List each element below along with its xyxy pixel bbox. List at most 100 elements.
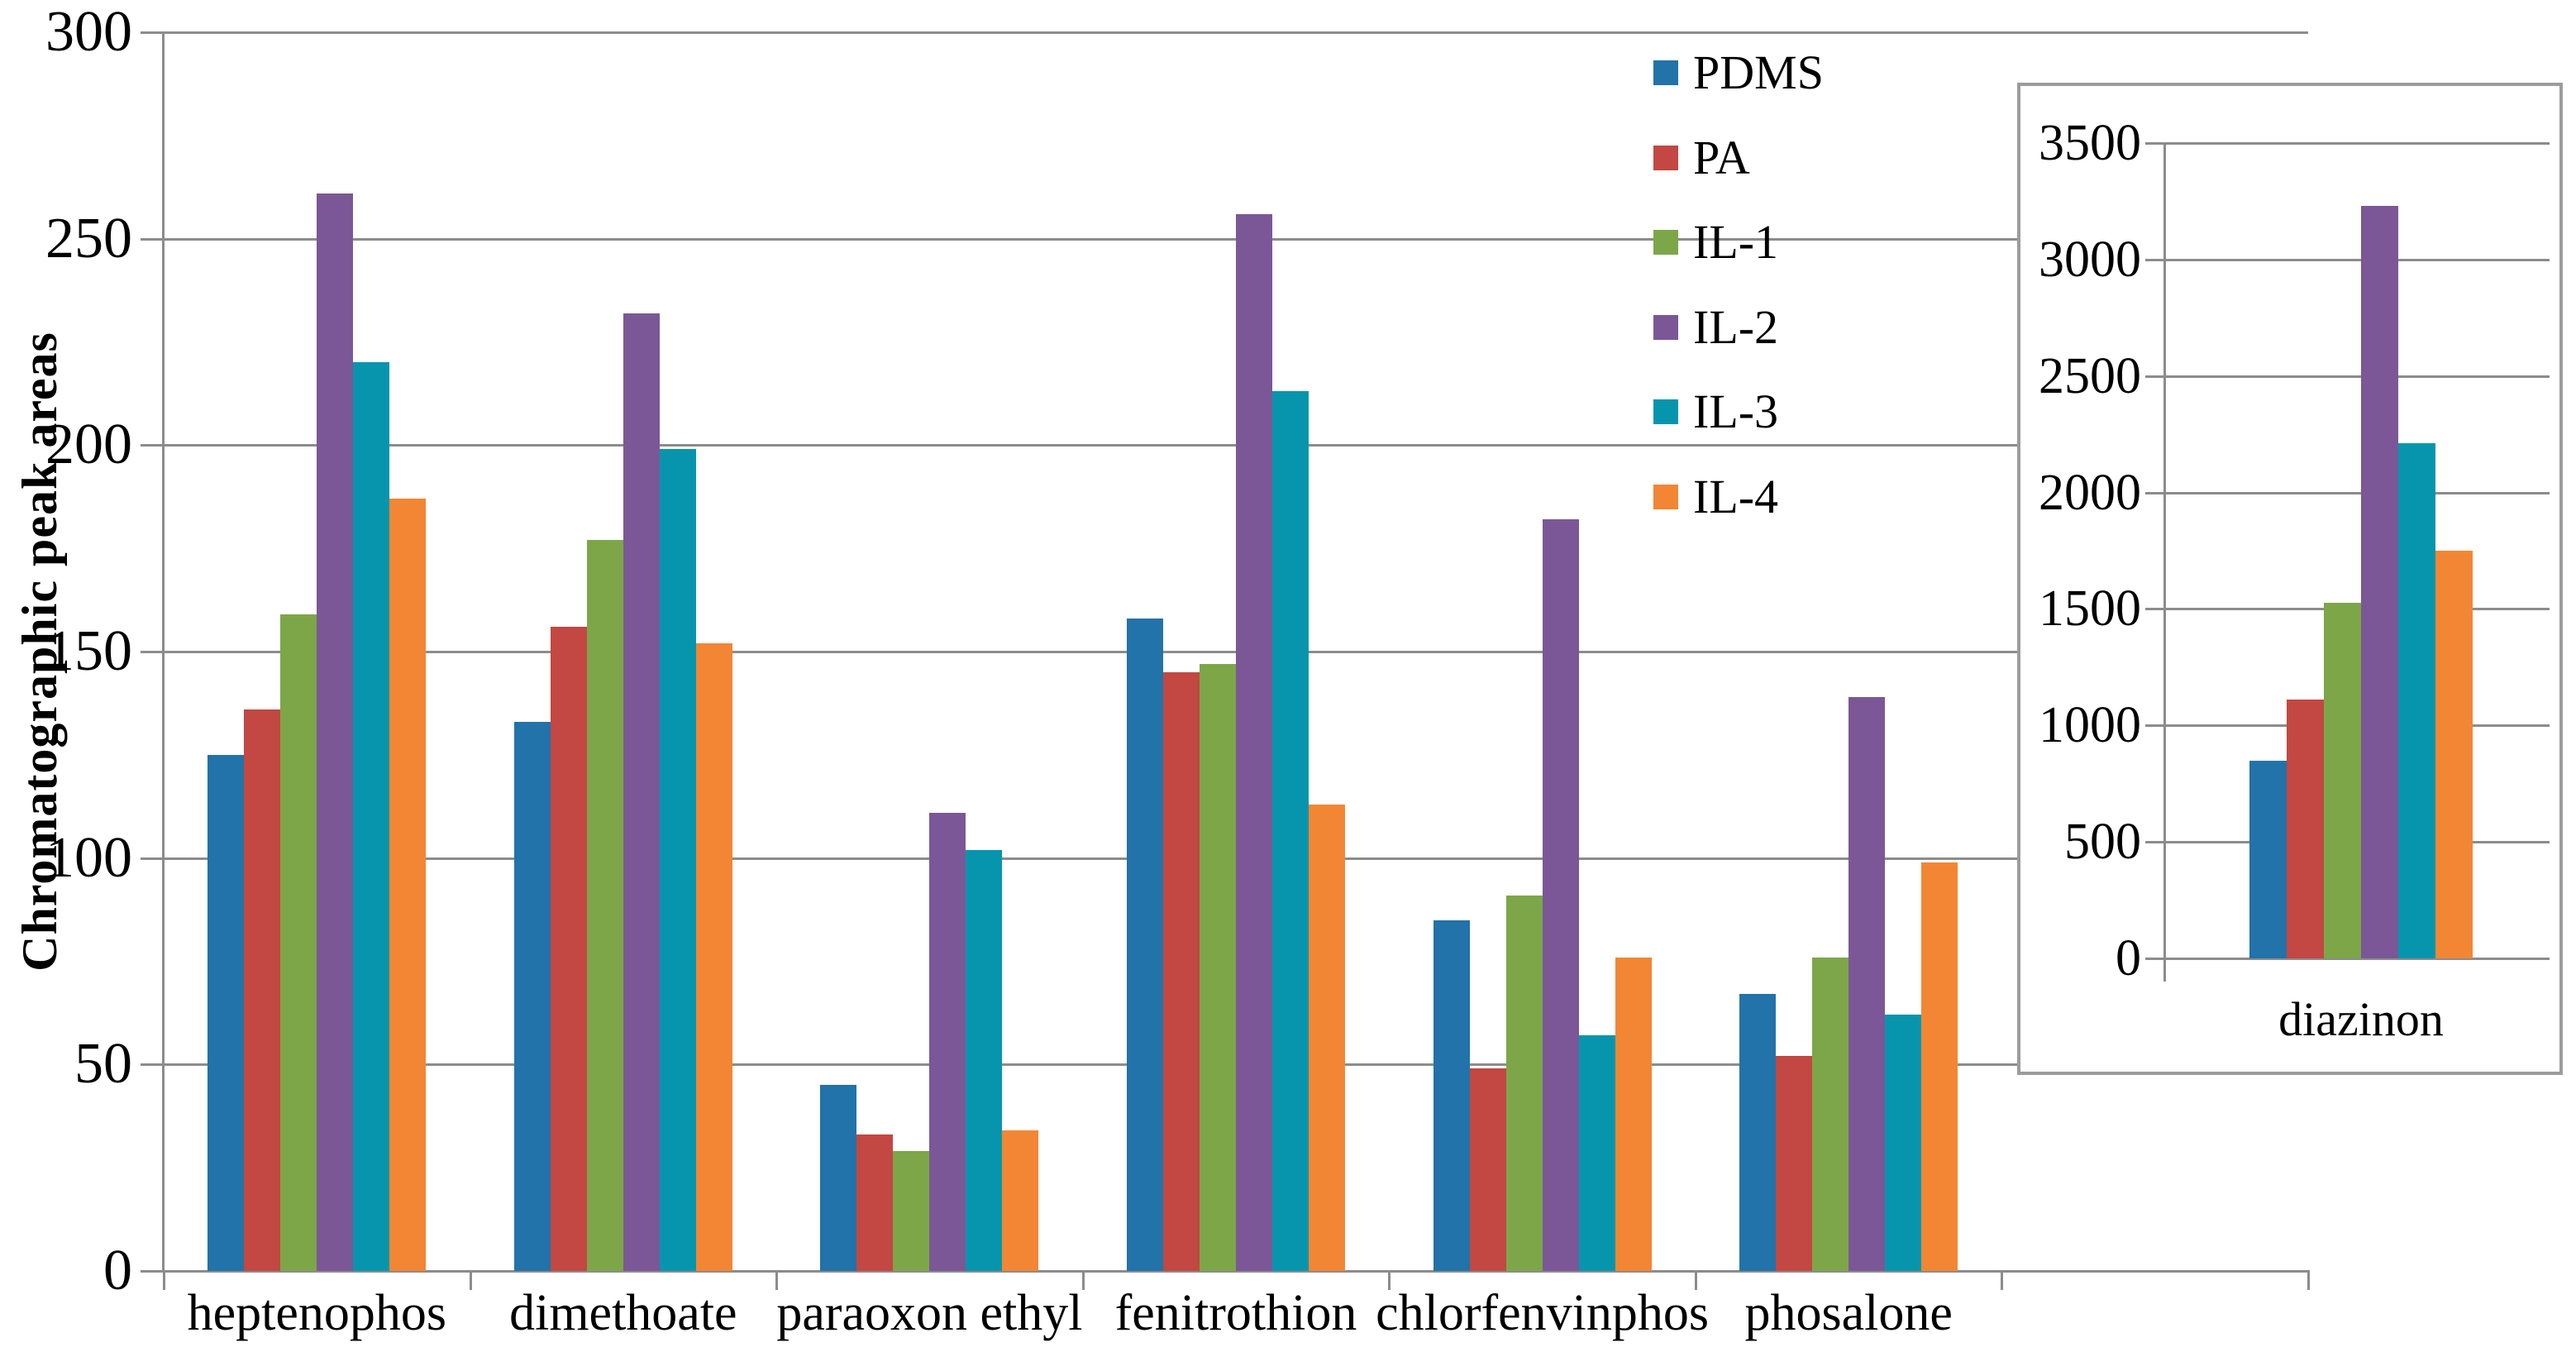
y-axis-tick — [141, 1063, 164, 1067]
bar-il-3-phosalone — [1885, 1015, 1922, 1271]
y-axis-tick — [141, 857, 164, 860]
bar-il-2-dimethoate — [623, 313, 660, 1271]
bar-pdms-paraoxon-ethyl — [820, 1085, 857, 1271]
bar-il-2-chlorfenvinphos — [1542, 519, 1579, 1271]
legend-label-il-1: IL-1 — [1693, 215, 1779, 269]
bar-il-1-phosalone — [1812, 957, 1849, 1271]
bar-pdms-chlorfenvinphos — [1433, 919, 1470, 1271]
inset-y-axis-tick — [2145, 142, 2165, 145]
bar-pa-chlorfenvinphos — [1469, 1068, 1506, 1271]
gridline — [164, 31, 2308, 34]
x-axis-tick — [1081, 1270, 1085, 1290]
bar-il-4-paraoxon-ethyl — [1002, 1130, 1039, 1271]
inset-gridline — [2165, 491, 2550, 494]
y-axis-tick — [141, 444, 164, 447]
inset-category-label: diazinon — [2278, 992, 2444, 1046]
bar-il-1-heptenophos — [280, 614, 317, 1271]
bar-il-3-chlorfenvinphos — [1578, 1035, 1615, 1271]
inset-y-tick-label: 2000 — [2039, 464, 2141, 521]
y-axis-tick — [141, 651, 164, 653]
y-axis-tick — [141, 31, 164, 34]
legend-swatch-il-1 — [1653, 230, 1678, 255]
x-axis-tick — [469, 1270, 472, 1290]
y-tick-label: 100 — [45, 825, 132, 890]
y-tick-label: 50 — [74, 1032, 132, 1096]
x-axis-tick — [2001, 1270, 2004, 1290]
legend-swatch-il-3 — [1653, 399, 1678, 424]
inset-bar-pa — [2287, 700, 2324, 958]
bar-il-4-heptenophos — [389, 499, 427, 1271]
bar-il-4-dimethoate — [695, 643, 732, 1271]
inset-gridline — [2165, 258, 2550, 261]
legend-swatch-il-2 — [1653, 314, 1678, 340]
inset-y-tick-label: 3000 — [2039, 231, 2141, 288]
legend-label-il-3: IL-3 — [1693, 385, 1779, 438]
bar-pdms-fenitrothion — [1127, 619, 1163, 1271]
bar-pa-phosalone — [1776, 1056, 1813, 1271]
inset-gridline — [2165, 958, 2550, 960]
inset-y-tick-label: 500 — [2064, 814, 2141, 871]
legend-swatch-pa — [1653, 145, 1678, 170]
bar-il-4-fenitrothion — [1309, 804, 1345, 1271]
x-axis-tick — [1388, 1270, 1391, 1290]
inset-y-axis-line — [2163, 143, 2166, 982]
bar-il-4-chlorfenvinphos — [1615, 957, 1652, 1271]
bar-il-2-fenitrothion — [1236, 213, 1272, 1271]
bar-il-1-fenitrothion — [1200, 663, 1236, 1271]
bar-pa-fenitrothion — [1163, 671, 1200, 1271]
x-category-label: heptenophos — [187, 1285, 446, 1341]
x-axis-line — [162, 1270, 2310, 1273]
bar-il-3-paraoxon-ethyl — [966, 849, 1003, 1271]
inset-y-axis-tick — [2145, 958, 2165, 960]
y-axis-line — [162, 32, 165, 1273]
x-axis-tick — [1694, 1270, 1697, 1290]
x-category-label: dimethoate — [509, 1285, 737, 1341]
bar-il-3-heptenophos — [353, 362, 390, 1271]
bar-il-3-dimethoate — [659, 449, 696, 1271]
x-axis-tick — [2307, 1270, 2310, 1290]
inset-y-tick-label: 3500 — [2039, 115, 2141, 171]
bar-il-1-paraoxon-ethyl — [893, 1151, 930, 1271]
y-tick-label: 150 — [45, 619, 132, 683]
x-category-label: phosalone — [1744, 1285, 1953, 1341]
y-tick-label: 250 — [45, 206, 132, 270]
bar-il-1-chlorfenvinphos — [1505, 895, 1543, 1271]
bar-il-4-phosalone — [1921, 862, 1958, 1271]
bar-il-2-paraoxon-ethyl — [929, 812, 966, 1271]
inset-gridline — [2165, 375, 2550, 378]
inset-y-axis-tick — [2145, 258, 2165, 261]
y-tick-label: 300 — [45, 0, 132, 64]
bar-il-2-heptenophos — [317, 193, 354, 1271]
x-axis-tick — [163, 1270, 165, 1290]
inset-y-axis-tick — [2145, 375, 2165, 378]
legend-label-pa: PA — [1693, 130, 1750, 184]
inset-bar-il-4 — [2435, 551, 2473, 958]
inset-bar-il-2 — [2361, 206, 2398, 958]
bar-il-3-fenitrothion — [1272, 391, 1309, 1271]
bar-pa-heptenophos — [244, 709, 281, 1271]
inset-y-tick-label: 0 — [2116, 930, 2141, 986]
legend-swatch-pdms — [1653, 60, 1678, 85]
bar-pa-dimethoate — [550, 627, 587, 1271]
inset-y-axis-tick — [2145, 724, 2165, 728]
legend-swatch-il-4 — [1653, 484, 1678, 509]
inset-bar-pdms — [2249, 760, 2287, 958]
bar-pa-paraoxon-ethyl — [856, 1134, 894, 1271]
inset-bar-il-1 — [2324, 603, 2361, 958]
y-axis-tick — [141, 1270, 164, 1273]
x-category-label: fenitrothion — [1114, 1285, 1357, 1341]
inset-y-axis-tick — [2145, 841, 2165, 844]
bar-il-2-phosalone — [1849, 696, 1886, 1271]
inset-y-tick-label: 1500 — [2039, 580, 2141, 638]
legend-label-il-4: IL-4 — [1693, 469, 1779, 523]
bar-il-1-dimethoate — [586, 540, 623, 1271]
y-tick-label: 0 — [103, 1239, 132, 1302]
y-tick-label: 200 — [45, 413, 132, 477]
inset-y-axis-tick — [2145, 491, 2165, 494]
inset-bar-il-3 — [2398, 443, 2435, 958]
inset-y-tick-label: 1000 — [2039, 697, 2141, 754]
bar-pdms-phosalone — [1739, 994, 1777, 1271]
x-category-label: paraoxon ethyl — [776, 1285, 1083, 1341]
x-axis-tick — [775, 1270, 779, 1290]
y-axis-tick — [141, 237, 164, 241]
